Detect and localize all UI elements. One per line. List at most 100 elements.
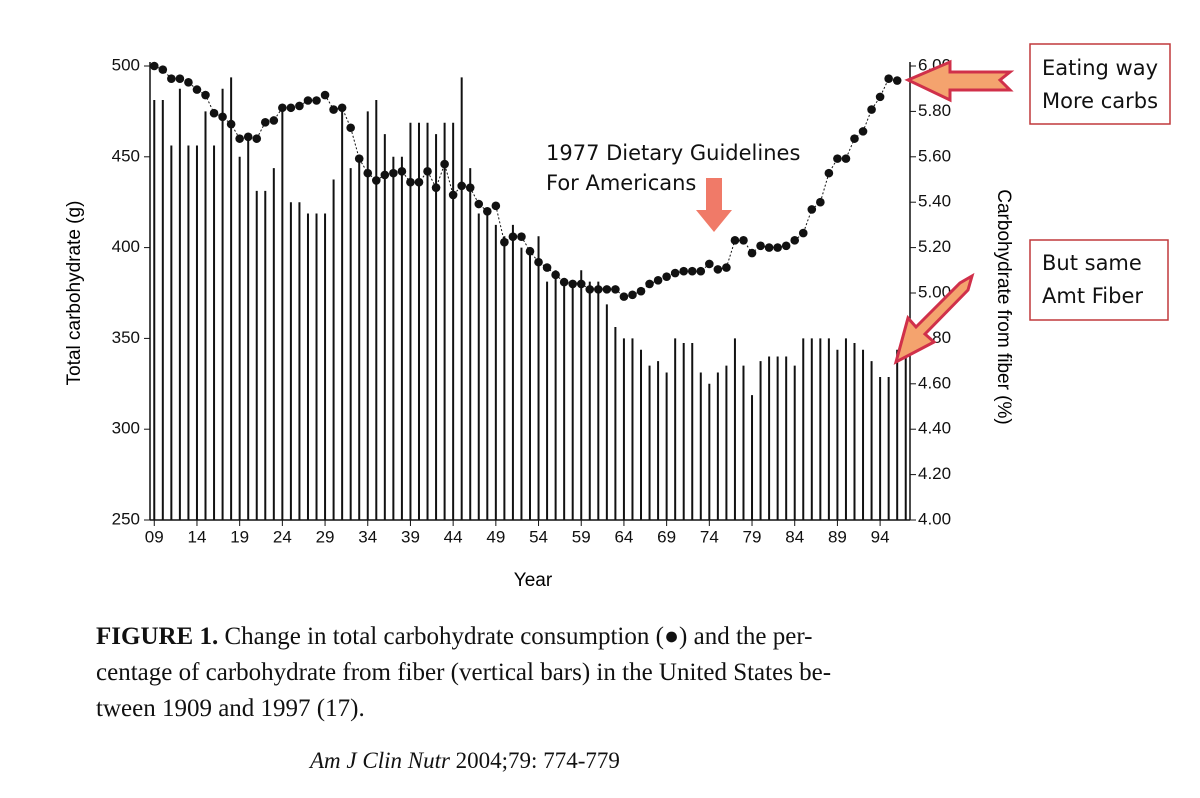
dot [705,259,714,269]
dot [517,232,526,242]
dot [559,277,569,287]
y-tick-label: 400 [112,237,140,256]
dot [824,168,834,178]
dot [807,205,817,214]
x-tick-label: 79 [743,527,762,546]
annotation-text: Amt Fiber [1042,284,1143,308]
y-tick-label: 500 [112,55,140,74]
dot [892,76,902,85]
dot [269,116,279,125]
dot [508,232,518,242]
dot [576,279,586,289]
x-axis-title: Year [514,570,553,591]
dot [619,292,629,301]
dot [414,177,424,187]
y2-tick-label: 4.00 [918,509,951,528]
x-tick-label: 44 [444,527,463,546]
annotation-text: Eating way [1042,56,1158,80]
fiber-arrow [893,272,975,365]
dot [397,167,407,176]
dot [670,268,680,278]
caption-label: FIGURE 1. [96,623,218,650]
dot [226,119,236,129]
dot [406,177,415,187]
x-tick-label: 24 [273,527,292,546]
dot [440,159,449,169]
dot [585,285,595,294]
dot [653,275,663,285]
citation-details: 2004;79: 774-779 [450,748,620,773]
dot [747,248,757,258]
dot [867,105,876,114]
citation: Am J Clin Nutr 2004;79: 774-779 [308,748,620,773]
dot [448,190,458,200]
dot [278,103,287,113]
dot [739,236,748,245]
dot [730,236,740,245]
annotation-text: But same [1042,251,1142,275]
caption-line: Change in total carbohydrate consumption… [218,623,812,650]
dot [491,201,501,211]
y2-axis-title: Carbohydrate from fiber (%) [993,189,1014,424]
y-tick-label: 350 [112,328,140,347]
x-tick-label: 09 [145,527,164,546]
x-tick-label: 19 [230,527,249,546]
y2-tick-label: 5.20 [918,237,951,256]
annotation-text: 1977 Dietary Guidelines [546,141,800,165]
dot [235,134,244,143]
dot [816,197,825,207]
dot [542,263,552,272]
dot [850,134,859,143]
y2-tick-label: 5.80 [918,101,951,120]
dot [167,74,176,84]
carbs-arrow [904,59,1015,103]
y-axis-title: Total carbohydrate (g) [64,201,85,386]
dot [431,183,441,192]
dot [858,127,868,136]
x-tick-label: 74 [700,527,719,546]
dot [201,90,210,100]
caption: FIGURE 1. Change in total carbohydrate c… [96,623,813,650]
annotation-box [1029,239,1169,321]
dot [722,263,731,272]
dot [756,241,765,251]
dot [252,134,262,143]
dot [371,176,381,185]
dot [312,96,321,105]
dot [465,183,475,192]
x-tick-label: 69 [657,527,676,546]
x-tick-label: 14 [188,527,207,546]
dot [346,123,355,133]
annotation-text: More carbs [1042,89,1158,113]
dot [679,266,689,276]
dot [295,101,304,111]
x-tick-label: 54 [529,527,548,546]
y2-tick-label: 5.60 [918,146,951,165]
x-tick-label: 94 [871,527,890,546]
plot-area: 2503003504004505004.004.204.404.604.805.… [112,55,951,546]
dot [192,85,202,94]
annotation-text: For Americans [546,171,696,195]
dot [534,257,543,267]
x-tick-label: 64 [614,527,633,546]
dot [764,243,774,252]
x-tick-label: 89 [828,527,847,546]
dot [218,112,227,122]
x-tick-label: 84 [785,527,804,546]
dot [884,74,893,84]
dot [833,154,842,163]
dot [687,266,697,276]
y2-tick-label: 4.20 [918,464,951,483]
dot [636,286,646,296]
dot [602,285,612,294]
dot [337,103,347,113]
dot [875,92,885,102]
citation-journal: Am J Clin Nutr [308,748,451,773]
dot [483,206,492,216]
guideline-arrow [696,178,732,232]
dot [474,199,484,209]
dot [568,279,577,289]
dot [551,270,560,280]
